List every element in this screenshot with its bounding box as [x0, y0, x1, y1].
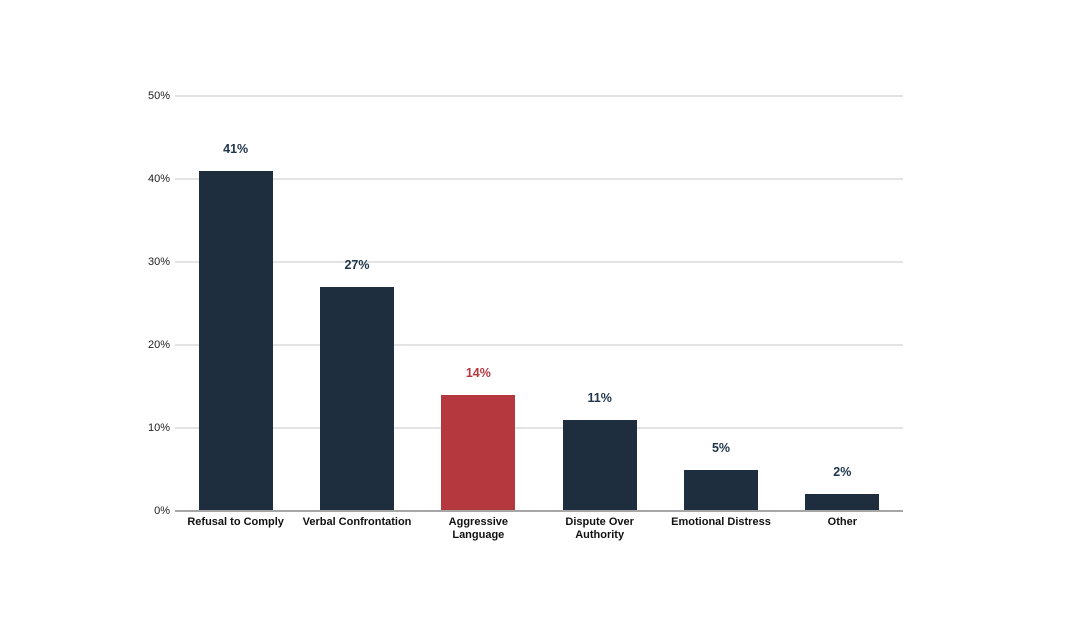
gridline-40%	[175, 178, 903, 180]
y-tick-label: 10%	[147, 422, 170, 434]
y-tick-label: 30%	[147, 256, 170, 268]
gridline-50%	[175, 95, 903, 97]
bar-other	[805, 494, 880, 511]
bar-value-label: 2%	[833, 465, 852, 480]
x-category-label: Emotional Distress	[671, 516, 771, 528]
x-axis-baseline	[175, 510, 903, 512]
bar-aggressive-language	[441, 394, 516, 511]
bar-value-label: 27%	[344, 257, 370, 272]
x-category-label: Aggressive Language	[448, 516, 508, 541]
x-category-label: Refusal to Comply	[187, 516, 284, 528]
y-tick-label: 0%	[154, 505, 170, 517]
bar-value-label: 11%	[587, 390, 612, 405]
gridline-30%	[175, 261, 903, 263]
gridline-10%	[175, 427, 903, 429]
bar-value-label: 5%	[711, 440, 731, 455]
y-tick-label: 50%	[147, 90, 170, 102]
y-tick-label: 20%	[147, 339, 170, 351]
y-tick-label: 40%	[147, 173, 170, 185]
x-category-label: Dispute Over Authority	[565, 516, 634, 541]
bar-value-label: 14%	[465, 365, 491, 380]
bar-verbal-confrontation	[320, 286, 394, 511]
bar-emotional-distress	[684, 469, 758, 511]
bar-dispute-over-authority	[562, 419, 637, 511]
x-category-label: Verbal Confrontation	[302, 516, 412, 528]
bar-value-label: 41%	[223, 141, 249, 156]
gridline-20%	[175, 344, 903, 346]
bar-refusal-to-comply	[198, 170, 273, 511]
x-category-label: Other	[827, 516, 857, 528]
